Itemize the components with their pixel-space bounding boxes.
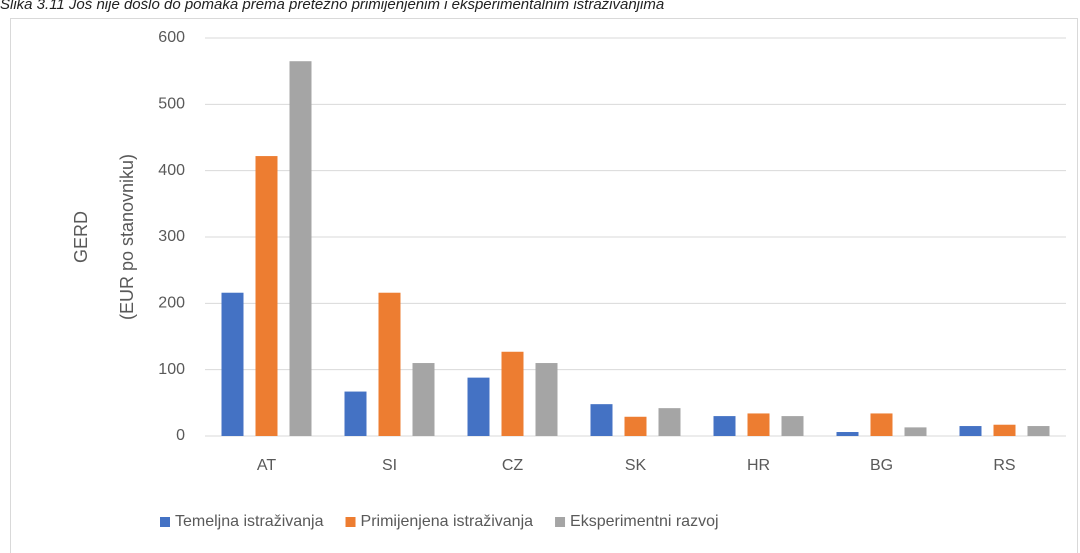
bar [590,404,613,436]
bar [344,391,367,436]
x-tick-label: CZ [502,457,524,474]
chart-title: Slika 3.11 Još nije došlo do pomaka prem… [0,0,664,13]
legend-swatch [555,517,566,527]
bar [781,416,804,436]
bar [870,413,893,436]
y-tick-label: 300 [158,228,185,245]
x-tick-label: RS [993,457,1015,474]
bar [221,292,244,436]
legend-swatch [160,517,170,527]
bar [959,426,982,436]
bar [713,416,736,436]
bar [255,156,278,436]
bar [289,61,312,436]
bar [624,416,647,436]
legend-label: Eksperimentni razvoj [570,513,719,530]
y-tick-label: 500 [158,96,185,113]
bar [501,351,524,436]
y-axis-label: (EUR po stanovniku) [117,154,137,320]
x-tick-label: SK [625,457,647,474]
bar [535,363,558,436]
chart-frame [10,18,1078,553]
bar [747,413,770,436]
bar [836,432,859,436]
bar [467,377,490,436]
bar [378,292,401,436]
y-tick-label: 0 [176,427,185,444]
x-tick-label: SI [382,457,397,474]
x-tick-label: BG [870,457,893,474]
legend-label: Temeljna istraživanja [175,513,324,530]
y-axis-label: GERD [71,211,91,263]
y-tick-label: 200 [158,295,185,312]
bar [412,363,435,436]
legend-swatch [345,517,356,527]
x-tick-label: AT [257,457,276,474]
y-tick-label: 600 [158,29,185,46]
legend-label: Primijenjena istraživanja [361,513,534,530]
y-tick-label: 400 [158,162,185,179]
x-tick-label: HR [747,457,770,474]
bar [993,424,1016,436]
bar [904,427,927,436]
bar [658,408,681,436]
y-tick-label: 100 [158,361,185,378]
bar [1027,426,1050,436]
